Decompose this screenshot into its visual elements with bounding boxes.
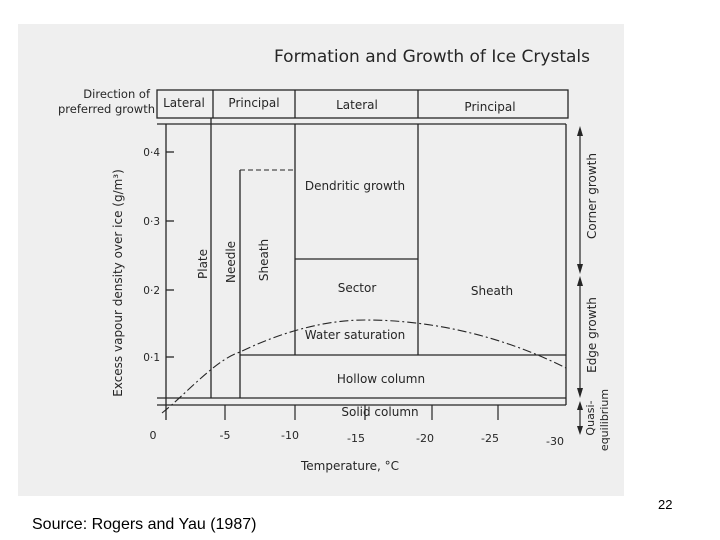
y-tick-0.3: 0·3 [143, 216, 160, 228]
growth-mode-corner: Corner growth [585, 153, 599, 239]
growth-mode-equilibrium: equilibrium [598, 389, 611, 451]
y-tick-0.4: 0·4 [143, 147, 160, 159]
direction-header-line2: preferred growth [58, 102, 155, 116]
region-solid-column: Solid column [341, 405, 418, 419]
y-tick-0.2: 0·2 [143, 285, 160, 297]
water-saturation-curve [161, 319, 567, 414]
region-hollow-column: Hollow column [337, 372, 425, 386]
x-axis-label: Temperature, °C [300, 459, 399, 473]
region-water-saturation: Water saturation [305, 328, 405, 342]
region-sheath-narrow: Sheath [257, 239, 271, 281]
slide-number: 22 [658, 497, 673, 512]
direction-cell-principal-1: Principal [228, 96, 279, 110]
y-axis-label: Excess vapour density over ice (g/m³) [111, 169, 125, 397]
direction-cell-lateral-1: Lateral [163, 96, 205, 110]
y-tick-0.1: 0·1 [143, 352, 160, 364]
x-tick-minus15: -15 [347, 432, 365, 445]
growth-mode-quasi: Quasi- [584, 400, 597, 435]
x-tick-0: 0 [150, 429, 157, 442]
region-plate: Plate [196, 249, 210, 279]
ice-crystal-diagram: Formation and Growth of Ice Crystals Dir… [18, 24, 624, 496]
x-tick-minus20: -20 [416, 432, 434, 445]
direction-row-box [156, 89, 569, 119]
region-needle: Needle [224, 241, 238, 283]
x-tick-minus30: -30 [546, 435, 564, 448]
growth-mode-edge: Edge growth [585, 297, 599, 373]
region-dendritic-growth: Dendritic growth [305, 179, 405, 193]
x-tick-minus10: -10 [281, 429, 299, 442]
x-tick-minus5: -5 [220, 429, 231, 442]
region-sheath-wide: Sheath [471, 284, 513, 298]
direction-cell-principal-2: Principal [464, 100, 515, 114]
direction-cell-lateral-2: Lateral [336, 98, 378, 112]
figure-title: Formation and Growth of Ice Crystals [274, 47, 590, 67]
x-tick-minus25: -25 [481, 432, 499, 445]
paper-background [18, 24, 624, 496]
direction-header-line1: Direction of [83, 87, 151, 101]
source-caption: Source: Rogers and Yau (1987) [32, 516, 257, 533]
region-sector: Sector [338, 281, 377, 295]
